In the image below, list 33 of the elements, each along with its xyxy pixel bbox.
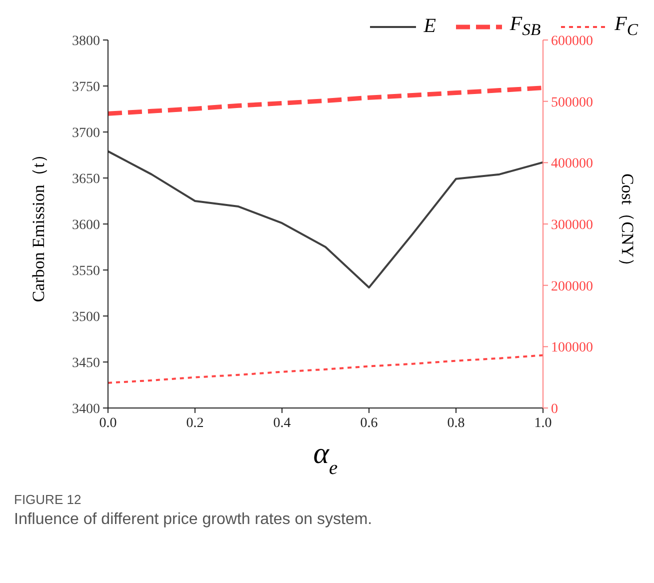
y2-tick-label: 300000 [551, 218, 593, 233]
x-tick-label: 0.2 [186, 416, 204, 431]
legend-label: F$_{C}$ [614, 13, 638, 40]
y2-tick-label: 500000 [551, 95, 593, 110]
y2-tick-label: 600000 [551, 34, 593, 49]
y-tick-label: 3400 [72, 402, 100, 417]
line-series [108, 150, 543, 288]
x-axis-title: α$_{e}$ [313, 437, 338, 478]
x-tick-label: 1.0 [534, 416, 552, 431]
x-tick-label: 0.6 [360, 416, 378, 431]
x-tick-label: 0.0 [99, 416, 117, 431]
text: Influence of different price growth rates on system. [14, 511, 374, 529]
legend-label: F$_{SB}$ [510, 13, 541, 40]
y-tick-label: 3500 [72, 310, 100, 325]
y2-tick-label: 100000 [551, 340, 593, 356]
y2-tick-label: 200000 [551, 279, 593, 294]
line-series [108, 86, 543, 116]
x-tick-label: 0.8 [447, 416, 465, 431]
y-tick-label: 3700 [72, 126, 100, 141]
caption: FIGURE 12 [14, 492, 82, 507]
y2-tick-label: 0 [551, 402, 558, 417]
y-tick-label: 3600 [72, 218, 100, 233]
line-series [108, 354, 543, 384]
y-tick-label: 3750 [72, 80, 100, 95]
y2-tick-label: 400000 [551, 156, 593, 172]
y-tick-label: 3650 [72, 172, 100, 187]
x-tick-label: 0.4 [273, 416, 291, 431]
y-tick-label: 3550 [72, 264, 100, 279]
legend-label: E [424, 15, 436, 38]
y2-axis-title: Cost（CNY） [618, 173, 637, 275]
y-tick-label: 3450 [72, 356, 100, 371]
y-axis-title: Carbon Emission（t） [29, 146, 48, 302]
y-tick-label: 3800 [72, 34, 100, 49]
